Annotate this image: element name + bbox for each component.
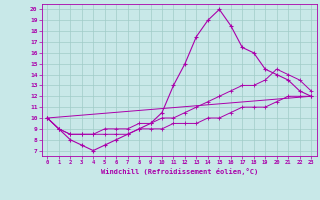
X-axis label: Windchill (Refroidissement éolien,°C): Windchill (Refroidissement éolien,°C) — [100, 168, 258, 175]
